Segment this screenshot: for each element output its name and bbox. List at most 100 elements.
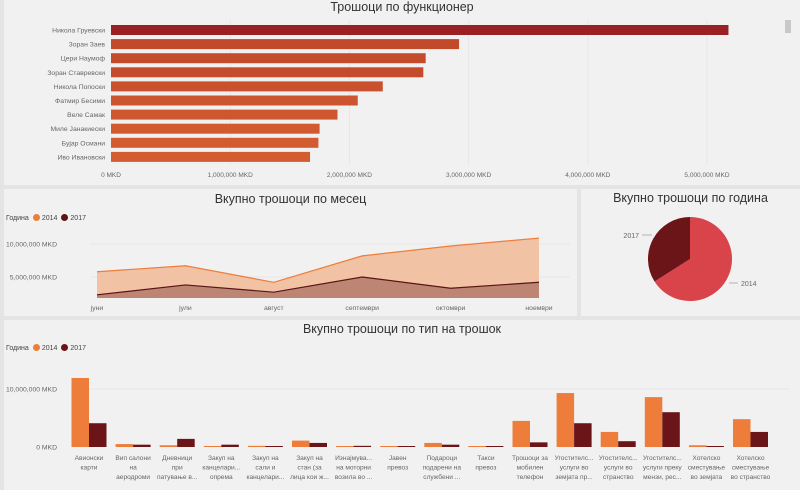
x-category-label: услуги преку [643,465,682,472]
y-category-label: Зоран Заев [69,42,106,49]
bar-2017[interactable] [706,446,724,447]
bar-2017[interactable] [265,446,283,447]
x-category-label: Подароци [427,455,458,462]
legend: Година 2014 2017 [6,214,86,222]
bar-2014[interactable] [336,446,354,447]
line-2014[interactable] [96,237,540,283]
bar-2017[interactable] [89,423,107,447]
bar-2017[interactable] [133,444,151,447]
chart-title: Вкупно трошоци по тип на трошок [302,322,502,336]
legend-dot-icon [61,344,69,351]
bar[interactable] [111,67,424,78]
x-category-label: при [172,465,183,472]
x-category-label: Изнајмува... [335,455,372,462]
bar[interactable] [111,123,320,134]
bar[interactable] [111,109,338,120]
x-category-label: превоз [475,465,496,472]
bar-2014[interactable] [292,440,310,447]
y-category-label: Цери Наумоф [61,56,106,63]
bar-2014[interactable] [247,445,266,447]
legend-label: 2014 [41,215,58,222]
x-category-label: Вип салони [115,455,151,462]
y-category-label: Никола Груевски [52,28,105,35]
y-tick-label: 5,000,000 MKD [10,275,57,282]
bar[interactable] [111,151,311,162]
legend-label: 2017 [70,215,86,222]
bar-2014[interactable] [380,446,398,447]
x-category-label: земјата пр... [555,474,592,481]
bar-2014[interactable] [159,445,178,447]
bar[interactable] [111,39,460,50]
bar-2017[interactable] [530,442,548,447]
y-category-label: Веле Самак [67,112,105,119]
x-category-label: Закуп на [252,455,279,462]
bar[interactable] [111,25,729,35]
legend-dot-icon [32,214,40,221]
bar[interactable] [111,137,319,148]
x-tick-label: 4,000,000 MKD [565,172,610,179]
bar-2017[interactable] [221,444,239,447]
chart-title: Вкупно трошоци по година [613,191,768,205]
legend-title: Година [6,344,29,352]
bar-2014[interactable] [600,431,619,447]
pie-slice-2014[interactable] [654,217,733,301]
bar-2017[interactable] [662,412,680,447]
pie-label: 2014 [741,281,757,288]
x-category-label: услуги во [604,465,633,472]
y-category-label: Иво Ивановски [57,154,105,161]
area-2014[interactable] [97,238,539,298]
bar-2014[interactable] [688,445,707,447]
x-category-label: Угостителс... [599,455,638,462]
y-category-label: Миле Јанакиески [50,126,105,133]
x-category-label: октомври [436,305,466,312]
x-category-label: сали и [255,465,275,472]
x-category-label: Дневници [162,455,192,462]
bar-2014[interactable] [556,393,575,447]
x-category-label: Закуп на [296,455,323,462]
x-category-label: во земјата [691,474,723,481]
bar-2014[interactable] [203,446,222,447]
x-category-label: Угостителс... [555,455,594,462]
legend-item-2014[interactable]: 2014 [32,214,58,222]
legend-item-2017[interactable]: 2017 [61,344,86,352]
line-2017[interactable] [96,276,540,296]
x-tick-label: 3,000,000 MKD [446,172,491,179]
bar-2017[interactable] [618,441,636,447]
bar-2014[interactable] [424,442,442,447]
bar[interactable] [111,81,383,92]
x-category-label: возила во ... [335,474,373,481]
bar-2017[interactable] [750,431,769,447]
bar-2017[interactable] [353,445,372,447]
bar-2017[interactable] [485,446,504,447]
bar-2017[interactable] [441,444,460,447]
y-category-label: Фатмир Бесими [55,98,105,105]
bar-2014[interactable] [733,419,751,447]
x-category-label: август [264,305,284,312]
bar-2017[interactable] [574,423,592,447]
legend-item-2017[interactable]: 2017 [61,214,86,222]
x-category-label: сместување [732,465,770,472]
x-category-label: канцелари... [202,465,240,472]
bar[interactable] [111,53,426,64]
bar[interactable] [111,95,358,106]
x-category-label: Јавен [389,455,407,462]
legend-item-2014[interactable]: 2014 [32,344,57,352]
area-2017[interactable] [97,277,539,298]
x-category-label: Такси [477,455,495,462]
scrollbar[interactable] [785,20,791,33]
x-category-label: во странство [731,474,771,481]
bar-2014[interactable] [71,377,90,447]
bar-2014[interactable] [512,420,531,447]
bar-2014[interactable] [115,444,134,447]
bar-2017[interactable] [177,438,195,447]
bar-2014[interactable] [468,446,486,447]
bar-2017[interactable] [309,442,328,447]
y-category-label: Бујар Османи [62,140,106,147]
x-category-label: јуни [90,305,104,312]
bar-2014[interactable] [644,397,663,447]
pie-slice-2017[interactable] [648,217,690,282]
x-tick-label: 1,000,000 MKD [208,172,253,179]
bar-2017[interactable] [397,446,416,447]
x-category-label: карти [81,465,98,472]
y-tick-label: 0 MKD [36,445,57,452]
